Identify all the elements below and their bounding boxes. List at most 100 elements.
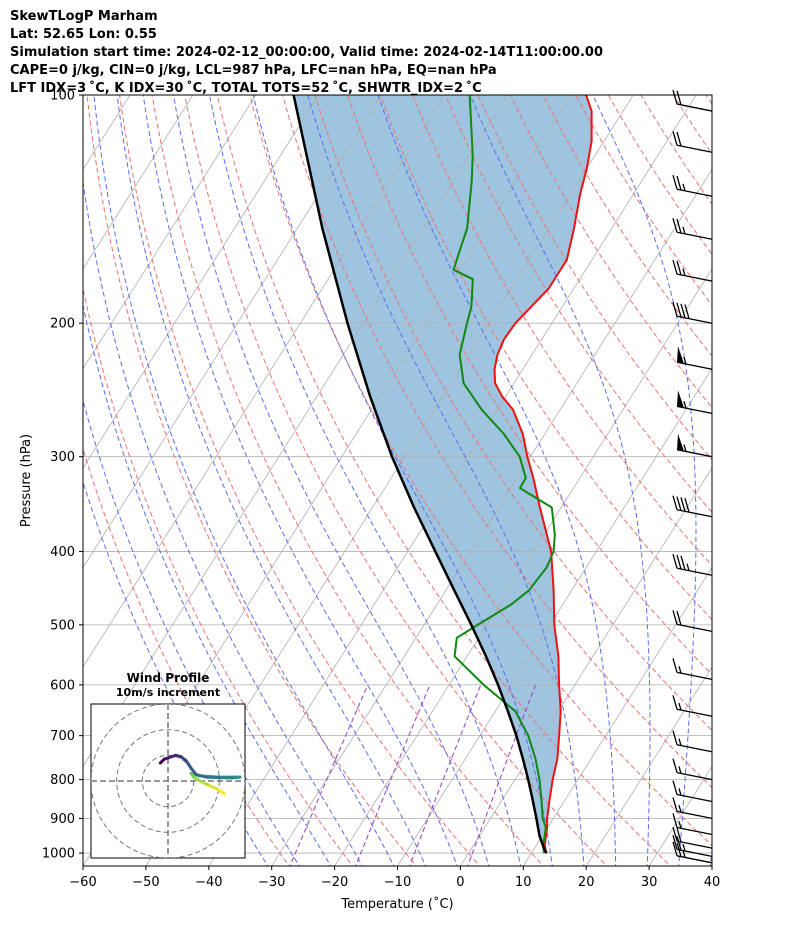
mixing-ratio-line [289, 684, 369, 866]
wind-barb [672, 175, 713, 197]
x-tick-label: −10 [384, 875, 411, 890]
moist-adiabat-line [252, 95, 553, 866]
header-station: SkewTLogP Marham [10, 9, 158, 24]
dry-adiabat-line [705, 95, 712, 106]
isotherm-line [83, 95, 446, 668]
temperature-line [493, 95, 593, 854]
isotherm-line [648, 765, 712, 866]
dry-adiabat-line [83, 447, 290, 866]
isotherm-line [522, 566, 712, 866]
wind-barb [672, 835, 713, 858]
x-tick-label: −60 [69, 875, 96, 890]
wind-barb [672, 826, 713, 849]
cape-shade [293, 95, 592, 854]
mixing-ratio-line [467, 684, 536, 866]
x-tick-label: 40 [704, 875, 721, 890]
moist-adiabat-line [83, 303, 332, 866]
isotherm-line [208, 95, 697, 866]
dry-adiabat-line [281, 95, 712, 789]
header-indices-2: LFT IDX=3 ˚C, K IDX=30 ˚C, TOTAL TOTS=52… [10, 81, 482, 96]
moist-adiabat-line [83, 480, 269, 866]
wind-barb [672, 131, 713, 153]
wind-barb [672, 730, 713, 753]
wind-barb [676, 346, 713, 370]
isotherm-line [459, 467, 712, 866]
moist-adiabat-line [83, 398, 300, 866]
hodograph-segment [184, 758, 193, 770]
dry-adiabat-line [314, 95, 712, 732]
moist-adiabat-line [142, 95, 458, 866]
x-axis-label: Temperature (˚C) [340, 896, 453, 912]
x-tick-label: −40 [195, 875, 222, 890]
wind-barb [676, 433, 713, 458]
hodograph-segment [206, 783, 219, 791]
hodograph-subtitle: 10m/s increment [116, 686, 220, 699]
x-tick-label: 30 [641, 875, 658, 890]
isotherm-line [0, 60, 89, 884]
x-tick-label: −20 [321, 875, 348, 890]
wind-barb [672, 780, 713, 803]
dry-adiabat-line [347, 95, 712, 676]
x-tick-label: 0 [456, 875, 464, 890]
y-tick-label: 300 [50, 450, 75, 465]
mixing-ratio-line [355, 684, 431, 866]
dry-adiabat-line [86, 95, 417, 866]
y-tick-label: 500 [50, 618, 75, 633]
isotherm-line [397, 367, 712, 866]
isotherm-line [585, 666, 712, 866]
y-tick-label: 600 [50, 678, 75, 693]
dry-adiabat-line [759, 78, 794, 869]
moist-adiabat-line [377, 95, 617, 866]
moist-adiabat-line [773, 95, 794, 869]
wind-barb [672, 554, 713, 576]
isotherm-line [83, 95, 194, 270]
chart-header: SkewTLogP Marham Lat: 52.65 Lon: 0.55 Si… [10, 8, 603, 98]
header-indices-1: CAPE=0 j/kg, CIN=0 j/kg, LCL=987 hPa, LF… [10, 63, 497, 78]
moist-adiabat-line [208, 95, 522, 866]
moist-adiabat-line [173, 95, 490, 866]
moist-adiabat-line [116, 95, 427, 866]
y-tick-label: 1000 [42, 847, 75, 862]
y-tick-label: 700 [50, 729, 75, 744]
hodograph-title: Wind Profile [127, 671, 210, 685]
y-axis-label: Pressure (hPa) [19, 434, 34, 527]
y-tick-label: 800 [50, 773, 75, 788]
x-tick-label: −50 [132, 875, 159, 890]
isotherm-line [711, 865, 712, 866]
wind-barb [672, 658, 713, 681]
y-tick-label: 100 [50, 89, 75, 104]
moist-adiabat-line [307, 95, 585, 866]
isotherm-line [83, 95, 320, 469]
moist-adiabat-line [469, 95, 651, 866]
hodograph-plot [91, 704, 245, 858]
wind-barb [672, 495, 713, 518]
dry-adiabat-line [607, 95, 712, 256]
dry-adiabat-line [727, 78, 794, 869]
dry-adiabat-line [151, 95, 545, 866]
x-tick-label: −30 [258, 875, 285, 890]
dry-adiabat-line [119, 95, 481, 866]
wind-barb [672, 89, 713, 112]
wind-barb [672, 695, 713, 717]
wind-barb [672, 813, 713, 836]
header-times: Simulation start time: 2024-02-12_00:00:… [10, 45, 603, 60]
wind-barb [672, 259, 713, 282]
y-tick-label: 900 [50, 812, 75, 827]
dry-adiabat-line [184, 95, 608, 866]
parcel-line [292, 95, 548, 854]
dry-adiabat-line [83, 286, 354, 866]
wind-barb [676, 390, 713, 415]
moist-adiabat-line [93, 95, 395, 866]
wind-barb [672, 218, 713, 240]
dry-adiabat-line [216, 95, 672, 866]
moist-adiabat-line [742, 95, 794, 869]
y-tick-label: 200 [50, 317, 75, 332]
wind-barb [672, 758, 713, 781]
dewpoint-line [452, 95, 556, 854]
hodograph-segment [158, 757, 166, 765]
isotherm-line [271, 168, 712, 866]
wind-barb [672, 302, 713, 324]
mixing-ratio-line [409, 684, 482, 866]
x-tick-label: 10 [515, 875, 532, 890]
